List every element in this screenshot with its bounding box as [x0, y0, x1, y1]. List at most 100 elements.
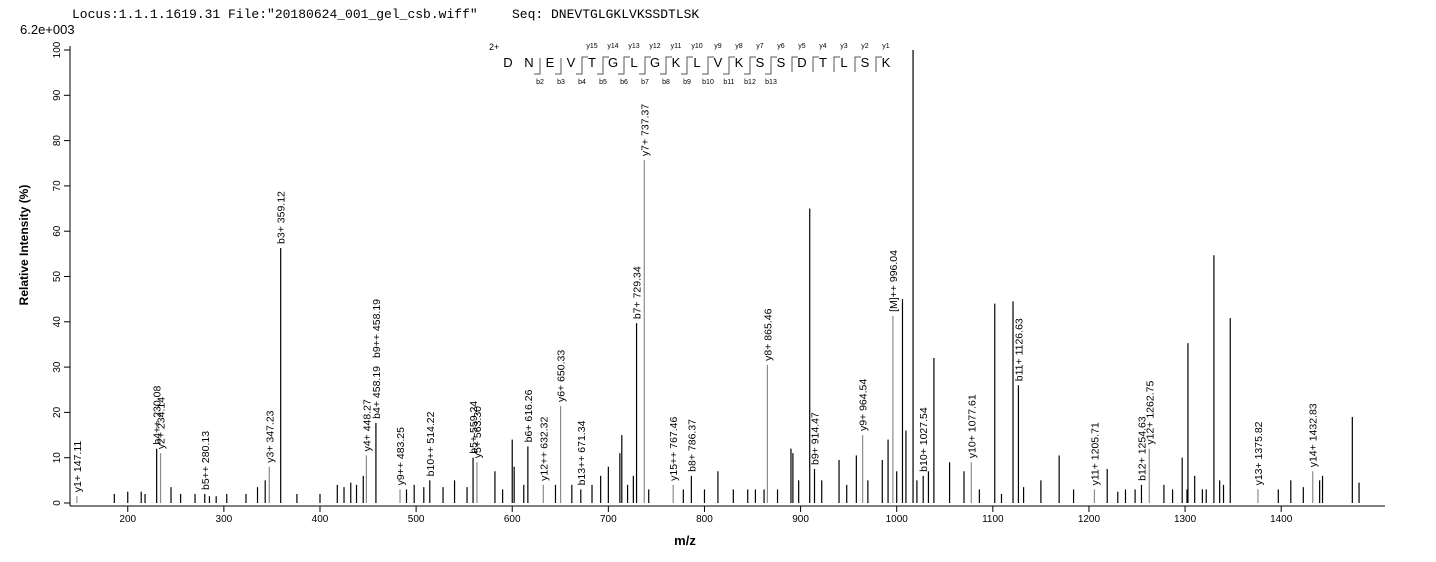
y-tick-label: 50 — [52, 271, 63, 283]
b-ion: b7 — [641, 79, 649, 86]
x-tick-label: 1000 — [886, 514, 909, 525]
peak-label: b7+ 729.34 — [632, 266, 644, 319]
x-tick-label: 1300 — [1174, 514, 1197, 525]
b-ion: b6 — [620, 79, 628, 86]
peak-label: y3+ 347.23 — [264, 410, 276, 462]
x-tick-label: 300 — [216, 514, 233, 525]
locus: Locus:1.1.1.1619.31 File:"20180624_001_g… — [72, 7, 478, 22]
peak-label: y1+ 147.11 — [72, 441, 84, 493]
y-tick-label: 90 — [52, 89, 63, 101]
x-tick-label: 500 — [408, 514, 425, 525]
peak-label: y13+ 1375.82 — [1253, 421, 1265, 485]
peak-label: y10+ 1077.61 — [966, 394, 978, 458]
residue: L — [693, 55, 700, 70]
residue: L — [840, 55, 847, 70]
peak-label: b12+ 1254.63 — [1136, 416, 1148, 481]
y-ion: y2 — [861, 43, 869, 50]
y-ion: y6 — [777, 43, 785, 50]
scale-label: 6.2e+003 — [20, 22, 75, 37]
peak-label: y4+ 448.27 — [361, 399, 373, 451]
b-ion: b10 — [702, 79, 714, 86]
residue: S — [777, 55, 786, 70]
b-ion: b11 — [723, 79, 734, 86]
y-ion: y4 — [819, 43, 827, 50]
peak-label: y5+ 563.30 — [472, 406, 484, 458]
y-tick-label: 70 — [52, 180, 63, 192]
peak-label: b5+ 559.24 — [468, 401, 480, 454]
residue: E — [546, 55, 555, 70]
y-tick-label: 0 — [52, 500, 63, 506]
b-ion: b9 — [683, 79, 691, 86]
b-ion: b8 — [662, 79, 670, 86]
x-tick-label: 1400 — [1270, 514, 1293, 525]
residue: V — [567, 55, 576, 70]
residue: T — [588, 55, 596, 70]
charge: 2+ — [489, 42, 499, 52]
y-ion: y1 — [882, 43, 890, 50]
y-tick-label: 20 — [52, 406, 63, 418]
sequence: Seq: DNEVTGLGKLVKSSDTLSK — [512, 7, 699, 22]
cleavage-bracket — [597, 58, 604, 75]
peak-label: y12+ 1262.75 — [1144, 381, 1156, 445]
residue: T — [819, 55, 827, 70]
residue: V — [714, 55, 723, 70]
cleavage-bracket — [854, 56, 861, 72]
residue: K — [735, 55, 744, 70]
cleavage-bracket — [833, 56, 840, 72]
b-ion: b13 — [765, 79, 777, 86]
y-axis-title: Relative Intensity (%) — [17, 185, 31, 306]
cleavage-bracket — [702, 58, 709, 75]
y-ion: y5 — [798, 43, 806, 50]
b-ion: b4 — [578, 79, 586, 86]
peak-label: b10+ 1027.54 — [918, 407, 930, 472]
y-ion: y3 — [840, 43, 848, 50]
y-ion: y8 — [735, 43, 743, 50]
peak-label: y6+ 650.33 — [556, 350, 568, 402]
x-axis-title: m/z — [674, 533, 696, 548]
residue: G — [650, 55, 660, 70]
x-tick-label: 900 — [792, 514, 809, 525]
peak-label: b9++ 458.19 — [371, 299, 383, 358]
peak-label: b4++ 230.08 — [152, 386, 164, 445]
peak-label: y8+ 865.46 — [762, 308, 774, 360]
sequence-frame — [487, 41, 900, 101]
peak-label: y15++ 767.46 — [668, 416, 680, 480]
peak-label: b6+ 616.26 — [523, 389, 535, 442]
x-tick-label: 700 — [600, 514, 617, 525]
residue: S — [861, 55, 870, 70]
y-tick-label: 60 — [52, 225, 63, 237]
b-ion: b12 — [744, 79, 756, 86]
cleavage-bracket — [681, 58, 688, 75]
cleavage-bracket — [576, 58, 583, 75]
x-tick-label: 600 — [504, 514, 521, 525]
cleavage-bracket — [618, 58, 625, 75]
x-tick-label: 800 — [696, 514, 713, 525]
y-ion: y14 — [607, 43, 618, 50]
peak-label: [M]++ 996.04 — [888, 250, 900, 312]
x-tick-label: 400 — [312, 514, 329, 525]
residue: L — [630, 55, 637, 70]
peak-label: b13++ 671.34 — [576, 420, 588, 485]
cleavage-bracket — [660, 58, 667, 75]
y-ion: y9 — [714, 43, 722, 50]
y-tick-label: 30 — [52, 361, 63, 373]
peak-label: y9+ 964.54 — [858, 379, 870, 431]
cleavage-bracket — [686, 56, 693, 72]
y-ion: y13 — [628, 43, 639, 50]
cleavage-bracket — [875, 56, 882, 72]
y-tick-label: 80 — [52, 135, 63, 147]
peak-label: b4+ 458.19 — [371, 366, 383, 419]
cleavage-bracket — [812, 56, 819, 72]
y-tick-label: 100 — [52, 41, 63, 58]
peak-label: b10++ 514.22 — [425, 411, 437, 476]
y-tick-label: 40 — [52, 316, 63, 328]
residue: K — [672, 55, 681, 70]
y-ion: y10 — [691, 43, 702, 50]
b-ion: b3 — [557, 79, 565, 86]
cleavage-bracket — [744, 58, 751, 75]
x-tick-label: 1100 — [982, 514, 1004, 525]
peak-label: b5++ 280.13 — [200, 431, 212, 490]
peak-label: b9+ 914.47 — [809, 412, 821, 465]
cleavage-bracket — [639, 58, 646, 75]
